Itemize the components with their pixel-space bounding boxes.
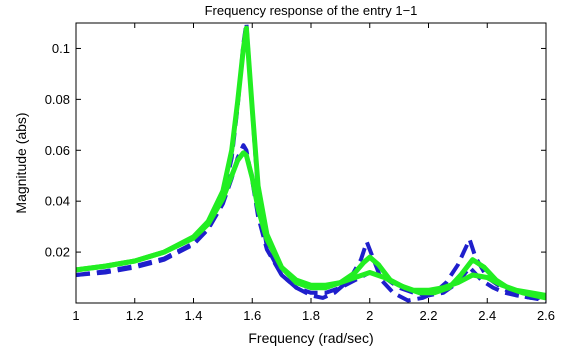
y-tick-label: 0.04 (45, 194, 70, 209)
y-axis-ticks: 0.02 0.04 0.06 0.08 0.1 (45, 41, 546, 260)
y-tick-label: 0.08 (45, 92, 70, 107)
x-tick-label: 1 (72, 308, 79, 323)
x-tick-label: 1.6 (243, 308, 261, 323)
chart-title: Frequency response of the entry 1−1 (205, 3, 418, 18)
x-tick-label: 2 (366, 308, 373, 323)
x-axis-label: Frequency (rad/sec) (248, 330, 373, 346)
x-tick-label: 1.2 (126, 308, 144, 323)
x-tick-label: 2.4 (478, 308, 496, 323)
x-tick-label: 2.2 (419, 308, 437, 323)
y-tick-label: 0.06 (45, 143, 70, 158)
y-tick-label: 0.02 (45, 245, 70, 260)
x-axis-ticks: 1 1.2 1.4 1.6 1.8 2 2.2 2.4 2.6 (72, 23, 555, 323)
x-tick-label: 2.6 (537, 308, 555, 323)
series-line-1 (76, 23, 546, 303)
y-tick-label: 0.1 (52, 41, 70, 56)
y-axis-label: Magnitude (abs) (13, 112, 29, 213)
x-tick-label: 1.8 (302, 308, 320, 323)
x-tick-label: 1.4 (184, 308, 202, 323)
series-line-4 (76, 150, 546, 298)
plot-lines (76, 23, 546, 303)
